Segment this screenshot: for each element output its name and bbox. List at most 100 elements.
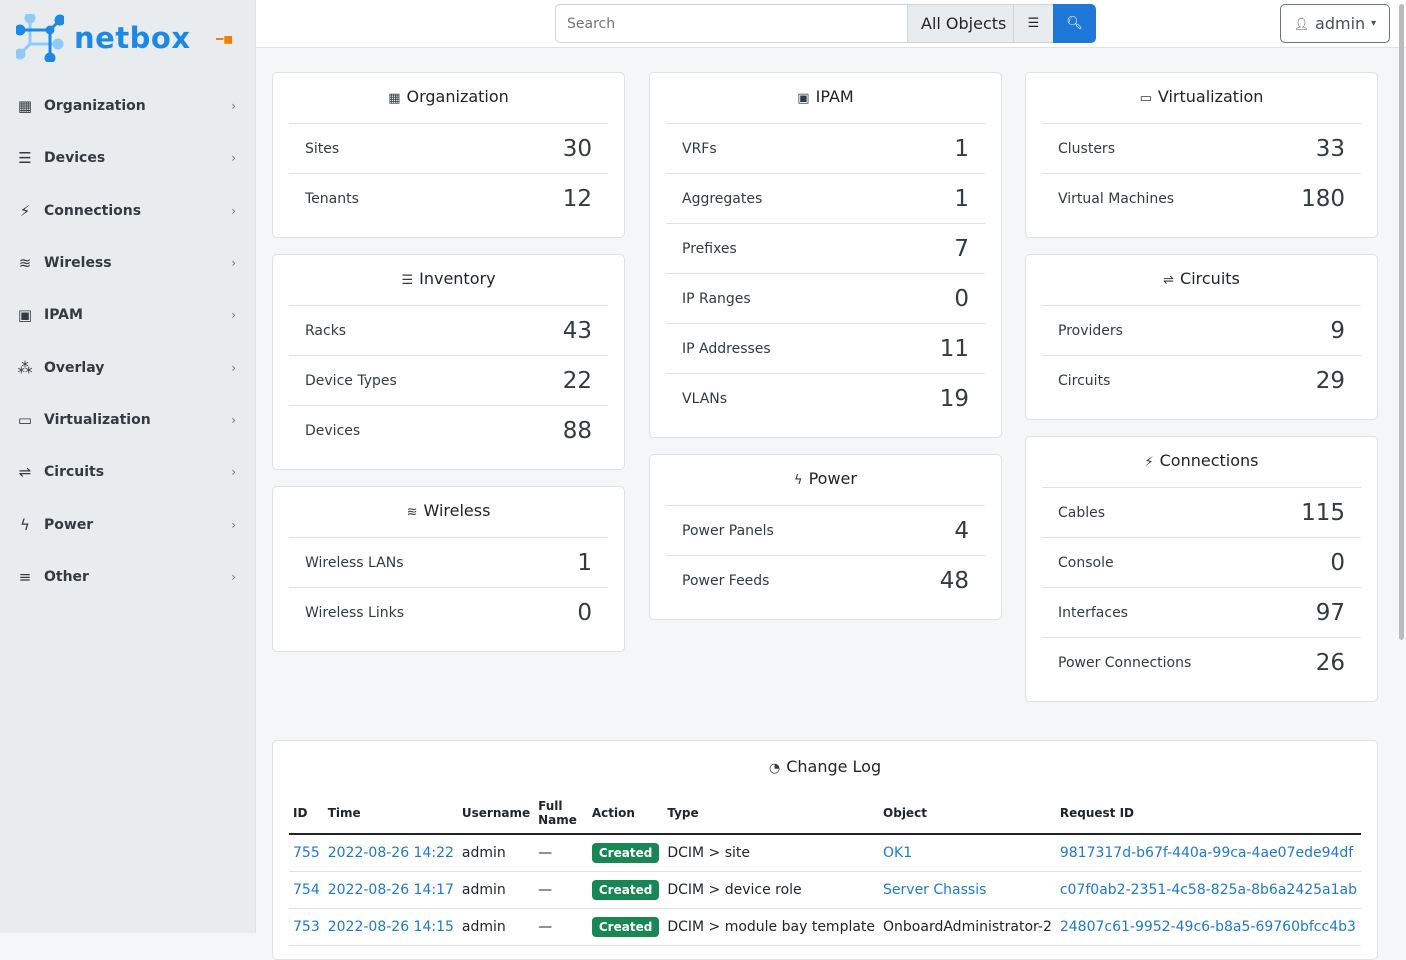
stat-count: 29	[1315, 367, 1345, 394]
pin-icon[interactable]: ━◼	[216, 32, 234, 46]
stat-label: Racks	[305, 322, 347, 339]
stat-clusters[interactable]: Clusters 33	[1042, 123, 1361, 173]
filter-button[interactable]: ☰	[1013, 4, 1054, 43]
stat-vrfs[interactable]: VRFs 1	[666, 123, 985, 173]
stat-count: 4	[954, 517, 969, 544]
search-button[interactable]: 🔍︎	[1053, 4, 1096, 43]
inventory-icon: ☰	[401, 273, 414, 288]
change-time-link[interactable]: 2022-08-26 14:17	[327, 881, 454, 898]
column-header[interactable]: Object	[879, 793, 1056, 835]
filter-icon: ☰	[1027, 16, 1040, 31]
card-title: Virtualization	[1157, 87, 1264, 106]
column-header[interactable]: Username	[457, 793, 535, 835]
stat-circuits[interactable]: Circuits 29	[1042, 355, 1361, 405]
chevron-right-icon: ›	[231, 412, 236, 427]
stat-console[interactable]: Console 0	[1042, 537, 1361, 587]
chevron-right-icon: ›	[231, 465, 236, 480]
sidebar-item-other[interactable]: ≡ Other ›	[0, 551, 256, 603]
chevron-right-icon: ›	[231, 308, 236, 323]
column-header[interactable]: Full Name	[534, 793, 588, 835]
netbox-logo[interactable]: netbox	[16, 14, 191, 62]
stat-device-types[interactable]: Device Types 22	[289, 355, 608, 405]
request-id-link[interactable]: 24807c61-9952-49c6-b8a5-69760bfcc4b3	[1059, 918, 1356, 935]
sidebar-item-wireless[interactable]: ≋ Wireless ›	[0, 237, 256, 289]
column-header[interactable]: Time	[323, 793, 458, 835]
stat-label: VRFs	[682, 140, 717, 157]
object-link[interactable]: OK1	[883, 844, 913, 861]
stat-virtual-machines[interactable]: Virtual Machines 180	[1042, 173, 1361, 223]
sidebar-item-ipam[interactable]: ▣ IPAM ›	[0, 289, 256, 341]
change-time-link[interactable]: 2022-08-26 14:22	[327, 844, 454, 861]
stat-ip-addresses[interactable]: IP Addresses 11	[666, 323, 985, 373]
stat-aggregates[interactable]: Aggregates 1	[666, 173, 985, 223]
object-link[interactable]: Server Chassis	[883, 881, 987, 898]
stat-power-panels[interactable]: Power Panels 4	[666, 505, 985, 555]
stat-wireless-links[interactable]: Wireless Links 0	[289, 587, 608, 637]
fullname-cell: —	[534, 871, 588, 909]
sidebar: netbox ━◼ ▦ Organization › ☰ Devices › ⚡ Connec…	[0, 0, 256, 933]
search-icon: 🔍︎	[1066, 16, 1083, 31]
stat-devices[interactable]: Devices 88	[289, 405, 608, 455]
column-header[interactable]: Action	[587, 793, 664, 835]
sidebar-item-power[interactable]: ϟ Power ›	[0, 498, 256, 550]
plug-icon: ⚡	[19, 201, 31, 220]
stat-power-connections[interactable]: Power Connections 26	[1042, 637, 1361, 687]
object-text: OnboardAdministrator-2	[883, 918, 1052, 935]
user-menu-button[interactable]: 👤︎ admin ▾	[1280, 4, 1390, 43]
sidebar-item-label: Organization	[44, 98, 146, 115]
stat-label: Aggregates	[682, 190, 763, 207]
request-id-link[interactable]: c07f0ab2-2351-4c58-825a-8b6a2425a1ab	[1059, 881, 1357, 898]
wifi-icon: ≋	[18, 254, 32, 273]
connections-card: ⚡ Connections Cables 115 Console 0 Interfaces 9…	[1025, 436, 1378, 702]
sidebar-item-label: Connections	[44, 202, 142, 219]
change-id-link[interactable]: 755	[293, 844, 320, 861]
username-cell: admin	[457, 908, 535, 946]
stat-label: Providers	[1058, 322, 1123, 339]
column-header[interactable]: Type	[663, 793, 880, 835]
circuits-card: ⇌ Circuits Providers 9 Circuits 29	[1025, 254, 1378, 420]
column-header[interactable]: Request ID	[1055, 793, 1361, 835]
search-input[interactable]	[555, 4, 908, 43]
column-header[interactable]: ID	[289, 793, 324, 835]
sidebar-item-overlay[interactable]: ⁂ Overlay ›	[0, 341, 256, 393]
sidebar-item-circuits[interactable]: ⇌ Circuits ›	[0, 446, 256, 498]
stat-wireless-lans[interactable]: Wireless LANs 1	[289, 537, 608, 587]
building-icon: ▦	[17, 97, 33, 116]
change-id-link[interactable]: 753	[293, 918, 320, 935]
chevron-right-icon: ›	[231, 360, 236, 375]
server-icon: ☰	[18, 149, 32, 168]
request-id-link[interactable]: 9817317d-b67f-440a-99ca-4ae07ede94df	[1059, 844, 1354, 861]
stat-interfaces[interactable]: Interfaces 97	[1042, 587, 1361, 637]
caret-down-icon: ▾	[1371, 18, 1377, 29]
stat-label: Power Feeds	[682, 572, 770, 589]
stat-providers[interactable]: Providers 9	[1042, 305, 1361, 355]
chevron-right-icon: ›	[231, 99, 236, 114]
stat-count: 180	[1301, 185, 1345, 212]
stat-label: Power Panels	[682, 522, 774, 539]
change-time-link[interactable]: 2022-08-26 14:15	[327, 918, 454, 935]
sidebar-item-devices[interactable]: ☰ Devices ›	[0, 132, 256, 184]
brand-name: netbox	[74, 21, 191, 55]
stat-racks[interactable]: Racks 43	[289, 305, 608, 355]
sidebar-item-label: Devices	[44, 150, 106, 167]
stat-count: 9	[1330, 317, 1345, 344]
stat-vlans[interactable]: VLANs 19	[666, 373, 985, 423]
stat-tenants[interactable]: Tenants 12	[289, 173, 608, 223]
scrollbar[interactable]	[1399, 4, 1404, 640]
stat-power-feeds[interactable]: Power Feeds 48	[666, 555, 985, 605]
circuit-icon: ⇌	[18, 463, 32, 482]
stat-label: IP Addresses	[682, 340, 771, 357]
column-3: ▭ Virtualization Clusters 33 Virtual Machine…	[1025, 72, 1378, 702]
sidebar-item-organization[interactable]: ▦ Organization ›	[0, 80, 256, 132]
stat-prefixes[interactable]: Prefixes 7	[666, 223, 985, 273]
stat-sites[interactable]: Sites 30	[289, 123, 608, 173]
sidebar-item-connections[interactable]: ⚡ Connections ›	[0, 185, 256, 237]
circuits-icon: ⇌	[1163, 273, 1175, 288]
sidebar-item-virtualization[interactable]: ▭ Virtualization ›	[0, 394, 256, 446]
column-2: ▣ IPAM VRFs 1 Aggregates 1 Prefixes 7 IP Ranges 0…	[649, 72, 1002, 620]
change-id-link[interactable]: 754	[293, 881, 320, 898]
stat-cables[interactable]: Cables 115	[1042, 487, 1361, 537]
object-type-select[interactable]: All Objects	[907, 4, 1014, 43]
table-row: 755 2022-08-26 14:22 admin — Created DCI…	[289, 834, 1361, 872]
stat-ip-ranges[interactable]: IP Ranges 0	[666, 273, 985, 323]
